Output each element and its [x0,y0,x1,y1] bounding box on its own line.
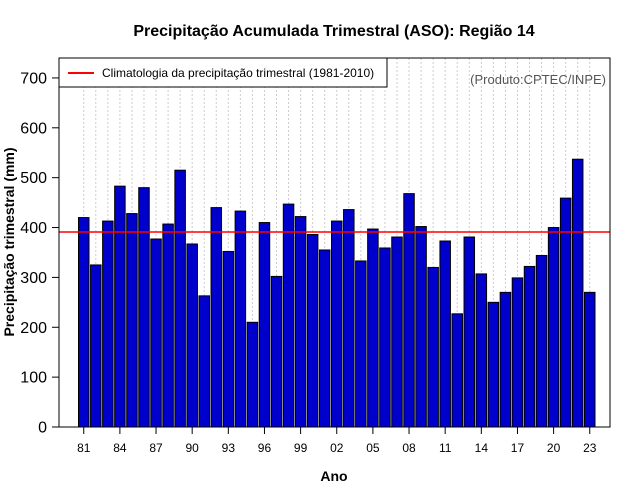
bar-2013 [463,236,476,428]
bar-2016 [499,291,512,428]
bar-2018 [523,265,536,428]
bar-1987 [150,238,162,428]
y-axis-label: Precipitação trimestral (mm) [1,147,17,336]
y-tick-label: 500 [20,170,47,187]
legend-label: Climatologia da precipitação trimestral … [102,66,374,80]
bar-2000 [306,234,319,428]
bar-1993 [222,250,235,428]
bar-2008 [403,193,415,428]
x-axis-label: Ano [320,468,347,484]
y-tick-label: 300 [20,270,47,287]
bar-2011 [439,240,451,428]
bar-1999 [294,216,307,428]
bar-1981 [78,217,90,428]
bar-2023 [584,291,596,428]
bar-1984 [114,185,126,428]
x-tick-label: 11 [439,441,452,455]
bar-2001 [318,249,331,428]
bar-2004 [355,260,367,428]
x-axis: 81 84 87 90 93 96 99 02 05 08 11 14 17 20 23 [77,427,597,455]
x-tick-label: 05 [366,441,380,455]
x-tick-label: 87 [149,441,163,455]
bar-2017 [511,277,524,428]
bar-1988 [162,223,174,428]
bar-2012 [451,313,463,428]
bar-2020 [547,227,560,428]
bar-1996 [258,222,271,428]
x-tick-label: 02 [330,441,344,455]
bar-2022 [571,158,584,428]
bar-2006 [379,247,391,428]
y-tick-label: 200 [20,320,47,337]
x-tick-label: 84 [113,441,127,455]
bar-1990 [186,243,198,428]
bar-2014 [475,273,488,428]
legend-box [58,57,388,88]
bar-2002 [331,220,343,428]
bar-1989 [174,169,186,428]
x-tick-label: 99 [294,441,308,455]
bar-1985 [126,213,138,428]
y-axis: 0 100 200 300 400 500 600 700 [20,70,59,437]
bar-2007 [391,236,403,428]
x-tick-label: 17 [511,441,525,455]
y-tick-label: 0 [38,420,47,437]
x-tick-label: 96 [258,441,272,455]
bar-2015 [487,301,500,428]
bar-1982 [90,264,102,428]
bar-1986 [138,187,150,428]
x-tick-label: 81 [77,441,91,455]
y-tick-label: 400 [20,220,47,237]
bar-2005 [367,228,379,428]
x-tick-label: 23 [583,441,597,455]
chart-title: Precipitação Acumulada Trimestral (ASO):… [133,23,534,40]
bars [78,158,596,428]
x-tick-label: 20 [547,441,561,455]
x-tick-label: 14 [475,441,489,455]
bar-1995 [246,321,259,428]
y-tick-label: 600 [20,120,47,137]
y-tick-label: 700 [20,70,47,87]
bar-1997 [270,275,283,428]
bar-2009 [415,226,427,428]
x-tick-label: 93 [222,441,236,455]
x-tick-label: 08 [402,441,416,455]
y-tick-label: 100 [20,370,47,387]
bar-1983 [102,220,114,428]
bar-2003 [343,209,355,428]
x-tick-label: 90 [185,441,199,455]
bar-1998 [282,203,295,428]
legend: Climatologia da precipitação trimestral … [58,57,388,88]
bar-2010 [427,266,439,428]
bar-2019 [535,254,548,428]
source-note: (Produto:CPTEC/INPE) [470,72,606,87]
bar-1992 [210,207,223,428]
bar-1991 [198,295,210,428]
bar-1994 [234,210,247,428]
